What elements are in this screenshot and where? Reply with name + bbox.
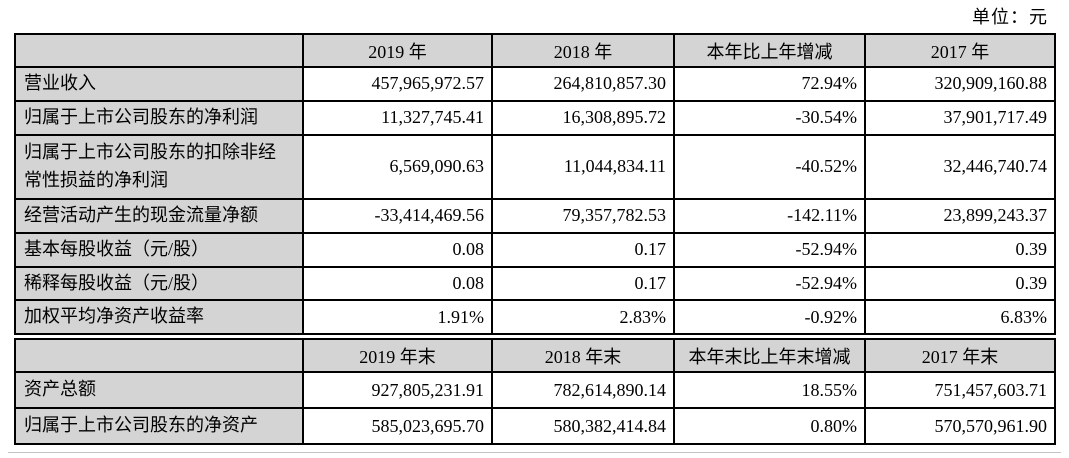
- cell-2017: 37,901,717.49: [864, 99, 1056, 136]
- cell-2018: 11,044,834.11: [491, 133, 675, 200]
- bottom-divider: [8, 452, 1061, 453]
- cell-2019: 6,569,090.63: [302, 133, 493, 200]
- header-2017-yearend: 2017 年末: [864, 338, 1056, 373]
- table-row-weighted-avg-roe: 加权平均净资产收益率 1.91% 2.83% -0.92% 6.83%: [14, 299, 1056, 336]
- cell-change: 72.94%: [673, 66, 866, 102]
- cell-change: -30.54%: [673, 99, 866, 136]
- cell-2019: 927,805,231.91: [302, 371, 493, 409]
- cell-2019: 1.91%: [302, 299, 493, 336]
- cell-2017: 23,899,243.37: [864, 197, 1056, 234]
- cell-2017: 320,909,160.88: [864, 66, 1056, 102]
- row-label: 加权平均净资产收益率: [14, 299, 304, 336]
- table-row-net-profit: 归属于上市公司股东的净利润 11,327,745.41 16,308,895.7…: [14, 99, 1056, 136]
- cell-2019: 11,327,745.41: [302, 99, 493, 136]
- table-row-total-assets: 资产总额 927,805,231.91 782,614,890.14 18.55…: [14, 371, 1056, 409]
- cell-2018: 79,357,782.53: [491, 197, 675, 234]
- header-2019-yearend: 2019 年末: [302, 338, 493, 373]
- row-label: 资产总额: [14, 371, 304, 409]
- table-row-net-profit-excl-nonrecurring: 归属于上市公司股东的扣除非经常性损益的净利润 6,569,090.63 11,0…: [14, 133, 1056, 200]
- table-row-diluted-eps: 稀释每股收益（元/股） 0.08 0.17 -52.94% 0.39: [14, 265, 1056, 302]
- header-2017: 2017 年: [864, 33, 1056, 68]
- annual-indicators-table: 2019 年 2018 年 本年比上年增减 2017 年 营业收入 457,96…: [14, 33, 1056, 336]
- cell-2018: 0.17: [491, 265, 675, 302]
- row-label: 营业收入: [14, 66, 304, 102]
- cell-2017: 0.39: [864, 265, 1056, 302]
- header-yoy-change: 本年比上年增减: [673, 33, 866, 68]
- row-label: 稀释每股收益（元/股）: [14, 265, 304, 302]
- cell-2019: 0.08: [302, 231, 493, 268]
- row-label: 经营活动产生的现金流量净额: [14, 197, 304, 234]
- cell-2017: 32,446,740.74: [864, 133, 1056, 200]
- cell-change: 0.80%: [673, 407, 866, 445]
- cell-2019: -33,414,469.56: [302, 197, 493, 234]
- cell-change: -40.52%: [673, 133, 866, 200]
- cell-2018: 16,308,895.72: [491, 99, 675, 136]
- cell-change: -52.94%: [673, 265, 866, 302]
- cell-2018: 0.17: [491, 231, 675, 268]
- table2-header-row: 2019 年末 2018 年末 本年末比上年末增减 2017 年末: [14, 338, 1056, 373]
- cell-2017: 6.83%: [864, 299, 1056, 336]
- cell-change: -142.11%: [673, 197, 866, 234]
- table-row-operating-revenue: 营业收入 457,965,972.57 264,810,857.30 72.94…: [14, 66, 1056, 102]
- cell-change: -52.94%: [673, 231, 866, 268]
- row-label: 归属于上市公司股东的扣除非经常性损益的净利润: [14, 133, 304, 200]
- table-row-net-assets: 归属于上市公司股东的净资产 585,023,695.70 580,382,414…: [14, 407, 1056, 445]
- row-label: 归属于上市公司股东的净利润: [14, 99, 304, 136]
- cell-2017: 570,570,961.90: [864, 407, 1056, 445]
- header-2019: 2019 年: [302, 33, 493, 68]
- year-end-indicators-table: 2019 年末 2018 年末 本年末比上年末增减 2017 年末 资产总额 9…: [14, 338, 1056, 445]
- cell-2017: 751,457,603.71: [864, 371, 1056, 409]
- cell-change: 18.55%: [673, 371, 866, 409]
- row-label: 基本每股收益（元/股）: [14, 231, 304, 268]
- header-yearend-change: 本年末比上年末增减: [673, 338, 866, 373]
- cell-2019: 0.08: [302, 265, 493, 302]
- row-label: 归属于上市公司股东的净资产: [14, 407, 304, 445]
- table-row-basic-eps: 基本每股收益（元/股） 0.08 0.17 -52.94% 0.39: [14, 231, 1056, 268]
- cell-2018: 580,382,414.84: [491, 407, 675, 445]
- cell-2018: 782,614,890.14: [491, 371, 675, 409]
- cell-2019: 457,965,972.57: [302, 66, 493, 102]
- cell-2017: 0.39: [864, 231, 1056, 268]
- cell-change: -0.92%: [673, 299, 866, 336]
- header-2018: 2018 年: [491, 33, 675, 68]
- cell-2018: 264,810,857.30: [491, 66, 675, 102]
- unit-label: 单位：元: [972, 7, 1048, 27]
- cell-2019: 585,023,695.70: [302, 407, 493, 445]
- header-indicator: [14, 338, 304, 373]
- cell-2018: 2.83%: [491, 299, 675, 336]
- header-2018-yearend: 2018 年末: [491, 338, 675, 373]
- header-indicator: [14, 33, 304, 68]
- table-row-operating-cash-flow: 经营活动产生的现金流量净额 -33,414,469.56 79,357,782.…: [14, 197, 1056, 234]
- table1-header-row: 2019 年 2018 年 本年比上年增减 2017 年: [14, 33, 1056, 68]
